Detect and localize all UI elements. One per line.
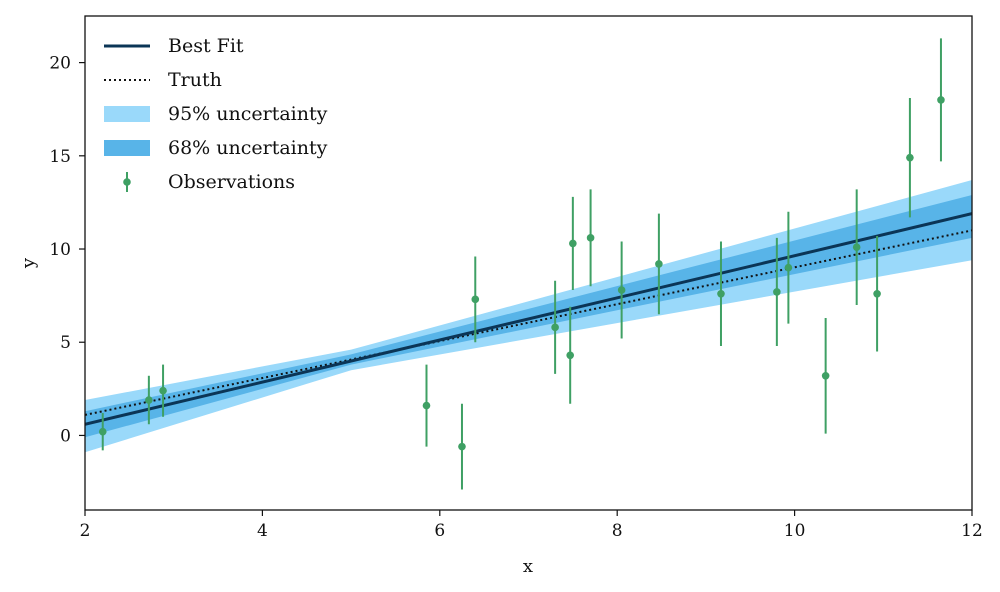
observation-point xyxy=(458,442,466,451)
observation-point xyxy=(655,260,663,268)
observation-point xyxy=(551,323,559,332)
y-tick-label: 5 xyxy=(60,333,71,353)
observation-point xyxy=(717,289,725,298)
observation-point xyxy=(422,401,431,410)
legend-label: 68% uncertainty xyxy=(168,137,328,159)
y-tick-label: 15 xyxy=(49,147,71,167)
observation-point xyxy=(159,386,167,395)
x-tick-label: 4 xyxy=(257,521,268,541)
observation-point xyxy=(586,234,595,242)
legend-swatch-band xyxy=(104,140,150,156)
y-tick-label: 10 xyxy=(49,240,71,260)
truth-line xyxy=(85,229,972,416)
band-68-uncertainty xyxy=(85,194,972,438)
x-tick-label: 2 xyxy=(80,521,91,541)
observation-point xyxy=(821,371,830,380)
y-axis: 0 5 10 15 20 xyxy=(49,54,85,446)
x-axis: 2 4 6 8 10 12 xyxy=(80,510,983,541)
plot-area xyxy=(85,38,972,490)
observation-point xyxy=(98,427,107,436)
x-axis-label: x xyxy=(523,556,533,577)
y-tick-label: 0 xyxy=(60,426,71,446)
legend-swatch-point xyxy=(123,178,131,186)
observation-point xyxy=(937,96,945,104)
observation-point xyxy=(617,286,626,294)
best-fit-line xyxy=(85,212,972,426)
y-tick-label: 20 xyxy=(49,54,71,74)
observation-point xyxy=(773,288,781,296)
observation-point xyxy=(873,289,881,298)
observation-point xyxy=(784,263,793,272)
legend: Best Fit Truth 95% uncertainty 68% uncertai… xyxy=(104,35,328,193)
legend-swatch-band xyxy=(104,106,150,122)
observation-point xyxy=(569,239,577,248)
observation-point xyxy=(566,351,574,360)
y-axis-label: y xyxy=(18,257,39,269)
x-tick-label: 6 xyxy=(434,521,445,541)
legend-label: Truth xyxy=(168,69,222,91)
observation-point xyxy=(852,243,861,251)
legend-label: 95% uncertainty xyxy=(168,103,328,125)
legend-label: Observations xyxy=(168,171,295,193)
observation-point xyxy=(145,396,153,404)
observation-point xyxy=(471,295,480,304)
x-tick-label: 10 xyxy=(784,521,806,541)
plot-frame xyxy=(84,15,973,511)
legend-label: Best Fit xyxy=(168,35,244,57)
x-tick-label: 8 xyxy=(612,521,623,541)
observation-point xyxy=(906,153,914,162)
x-tick-label: 12 xyxy=(961,521,983,541)
